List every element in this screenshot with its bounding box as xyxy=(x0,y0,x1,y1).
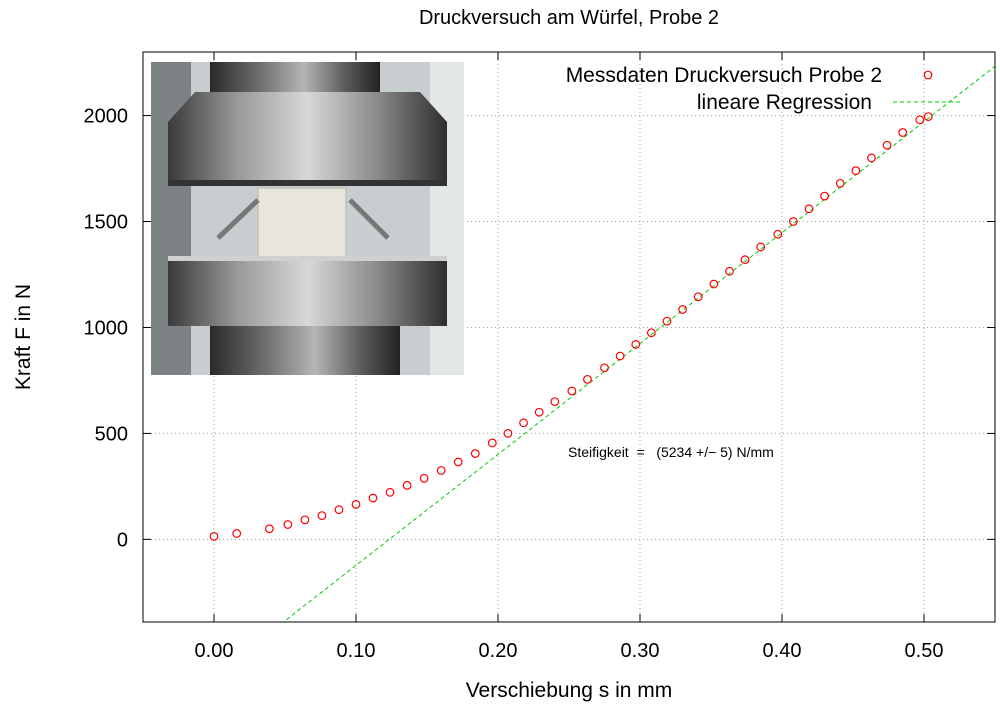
x-tick-label: 0.50 xyxy=(905,640,944,662)
data-point xyxy=(662,316,672,326)
data-point xyxy=(283,520,293,529)
data-point xyxy=(867,153,876,163)
data-point xyxy=(519,418,528,428)
data-point xyxy=(600,363,609,373)
data-point xyxy=(583,374,592,384)
data-point xyxy=(740,255,750,265)
x-tick-label: 0.40 xyxy=(763,640,802,662)
regression-layer xyxy=(282,65,995,622)
legend-label-measured: Messdaten Druckversuch Probe 2 xyxy=(566,64,882,87)
data-point xyxy=(615,351,625,361)
data-point xyxy=(693,292,703,302)
y-tick-label: 500 xyxy=(95,423,128,445)
x-tick-label: 0.00 xyxy=(195,640,234,662)
regression-line xyxy=(282,65,995,622)
x-tick-label: 0.30 xyxy=(621,640,660,662)
data-point xyxy=(300,515,310,525)
data-point xyxy=(709,279,719,289)
data-point xyxy=(470,449,480,458)
data-point xyxy=(487,438,497,448)
data-point xyxy=(820,191,829,201)
data-point xyxy=(646,328,656,338)
data-point xyxy=(534,407,544,417)
data-point xyxy=(264,524,274,534)
data-point xyxy=(882,140,892,150)
data-point xyxy=(678,305,687,314)
data-point xyxy=(567,386,577,396)
plot-frame xyxy=(142,51,996,623)
data-point xyxy=(385,487,395,497)
data-point xyxy=(402,480,412,490)
data-point xyxy=(773,229,783,239)
data-point xyxy=(725,266,734,276)
data-point xyxy=(419,473,429,483)
tick-labels: 0.00 0.10 0.20 0.30 0.40 0.50 0 500 1000 1500 2000 xyxy=(84,52,995,662)
data-point xyxy=(209,531,219,541)
y-tick-label: 0 xyxy=(117,529,128,551)
x-axis-label: Verschiebung s in mm xyxy=(466,679,673,702)
data-point xyxy=(804,204,814,214)
y-tick-label: 1500 xyxy=(84,212,129,234)
data-point xyxy=(436,466,446,475)
stiffness-annotation: Steifigkeit = (5234 +/− 5) N/mm xyxy=(568,444,774,460)
data-point xyxy=(334,505,344,515)
y-axis-label: Kraft F in N xyxy=(12,284,35,390)
data-point xyxy=(503,429,513,438)
data-point xyxy=(351,499,361,509)
data-point xyxy=(851,166,861,176)
compression-test-photo xyxy=(151,62,464,375)
data-point xyxy=(915,115,925,125)
data-point xyxy=(232,529,242,538)
data-points-layer xyxy=(209,112,933,541)
data-point xyxy=(756,242,766,252)
data-point xyxy=(898,128,908,137)
data-point xyxy=(835,178,845,188)
data-point xyxy=(453,457,463,467)
data-point xyxy=(550,397,560,407)
legend-marker-measured xyxy=(923,70,933,80)
data-point xyxy=(923,112,933,122)
data-point xyxy=(631,340,641,349)
data-point xyxy=(368,493,378,503)
data-point xyxy=(788,217,798,226)
y-tick-label: 1000 xyxy=(84,317,129,339)
legend: Messdaten Druckversuch Probe 2 lineare R… xyxy=(566,64,962,114)
x-tick-label: 0.20 xyxy=(479,640,518,662)
y-tick-label: 2000 xyxy=(84,106,129,128)
chart-title: Druckversuch am Würfel, Probe 2 xyxy=(419,7,719,29)
x-tick-label: 0.10 xyxy=(337,640,376,662)
data-point xyxy=(317,511,327,521)
legend-label-regression: lineare Regression xyxy=(697,91,872,114)
